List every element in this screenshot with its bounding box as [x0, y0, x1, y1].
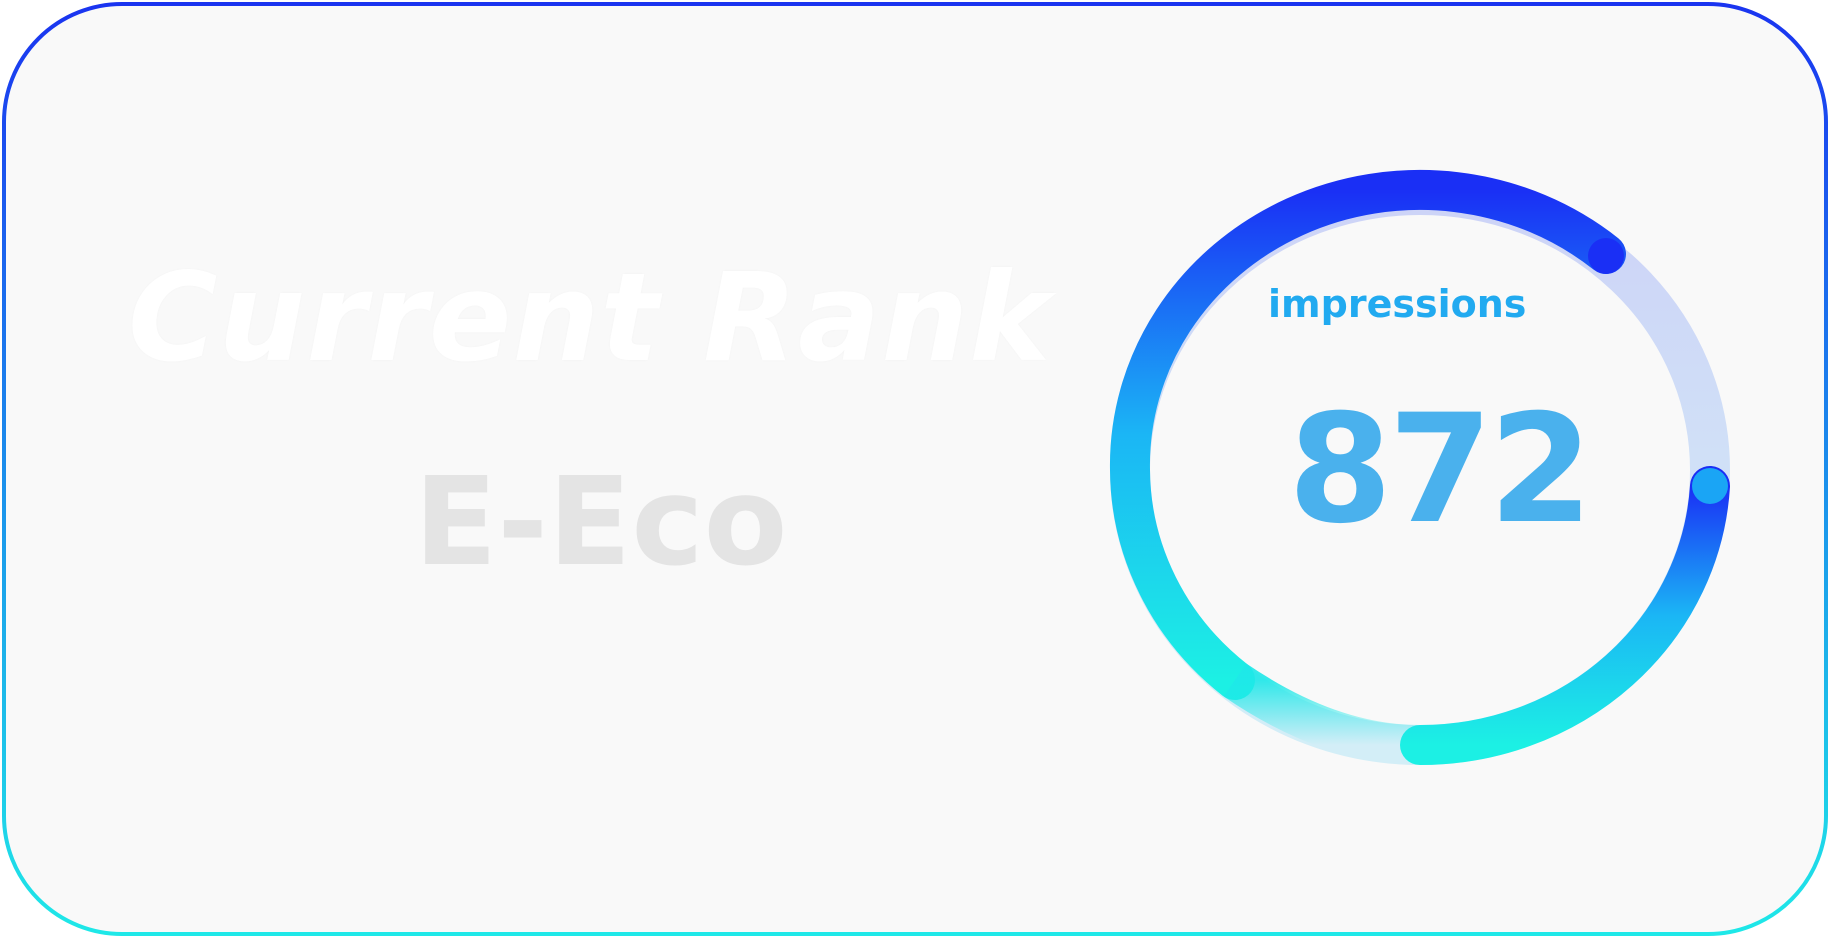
gauge-end-cap-right: [1692, 468, 1728, 504]
rank-value: E-Eco: [414, 451, 788, 593]
gauge-arc-left: [1109, 169, 1626, 700]
impressions-label: impressions: [1268, 282, 1527, 326]
gauge-arc-fade: [1223, 663, 1421, 765]
impressions-value: 872: [1288, 383, 1593, 557]
rank-title: Current Rank: [128, 247, 1052, 389]
gauge-end-cap-top: [1588, 238, 1624, 274]
impressions-gauge: [1109, 169, 1730, 766]
gauge-arc-right: [1400, 466, 1730, 766]
